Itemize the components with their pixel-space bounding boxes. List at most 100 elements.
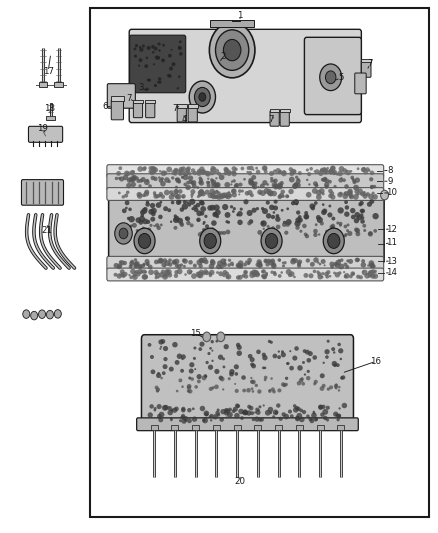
Point [181,262,188,271]
Point [179,354,186,363]
FancyBboxPatch shape [107,84,135,108]
Point [161,256,168,265]
FancyBboxPatch shape [137,418,358,431]
Point [296,260,303,268]
Point [255,270,262,279]
Point [119,271,126,280]
Point [158,256,165,265]
Point [258,231,265,240]
Point [271,268,278,277]
Point [365,261,372,270]
Point [335,412,342,421]
Point [197,178,204,187]
Text: 10: 10 [385,189,397,197]
Point [141,273,148,281]
Point [244,189,251,198]
Point [212,192,219,201]
Point [261,273,268,281]
Point [188,360,195,369]
Point [337,189,344,198]
Point [312,415,319,423]
Point [176,177,183,186]
Point [138,215,145,223]
Point [268,177,276,185]
Point [201,256,208,264]
Point [117,164,124,173]
Point [146,341,153,349]
Point [335,258,342,266]
Point [346,229,353,238]
Point [155,224,162,232]
Point [231,191,238,199]
Point [301,347,308,356]
Point [197,262,204,270]
Point [125,181,132,190]
Point [204,358,211,367]
Point [149,164,156,173]
Point [233,370,240,378]
Point [278,268,285,277]
Point [207,271,214,280]
Point [297,227,304,236]
Point [147,182,154,190]
Point [295,208,302,217]
Point [279,188,286,196]
Point [242,260,249,269]
Point [277,191,284,200]
Point [147,167,154,176]
Point [138,268,145,276]
Point [295,405,302,413]
Point [185,219,192,228]
Point [197,174,204,182]
Circle shape [261,228,282,254]
Point [288,169,295,178]
Point [312,227,319,236]
Point [149,167,156,176]
Point [157,190,164,198]
Point [261,164,268,173]
Point [341,166,348,175]
Point [173,268,180,277]
Point [343,271,350,280]
Point [209,384,216,392]
Point [283,229,290,237]
Point [153,257,160,266]
Point [368,183,375,191]
Point [260,224,267,233]
Point [214,208,221,216]
Point [155,369,162,377]
Point [209,346,216,355]
Point [254,204,261,213]
Point [269,224,276,232]
Point [272,352,279,360]
Point [275,223,282,231]
Point [271,167,278,175]
Point [345,168,352,177]
Point [185,387,192,396]
Point [126,222,133,231]
Point [254,168,261,176]
Point [230,164,237,173]
Point [208,411,215,420]
Point [215,229,222,237]
Point [143,178,150,187]
Point [186,169,193,177]
Point [268,338,275,346]
Text: 3: 3 [138,83,144,92]
Point [344,256,351,265]
Text: 13: 13 [385,257,397,265]
Point [372,212,379,221]
Point [165,268,172,276]
Point [195,216,202,224]
Point [226,169,233,178]
Point [343,203,350,212]
Point [269,213,276,221]
Point [168,414,175,423]
Point [304,256,311,265]
Point [261,376,268,384]
Point [179,367,186,375]
Point [176,262,183,271]
Point [341,189,348,198]
Point [243,409,250,417]
Point [281,220,288,229]
